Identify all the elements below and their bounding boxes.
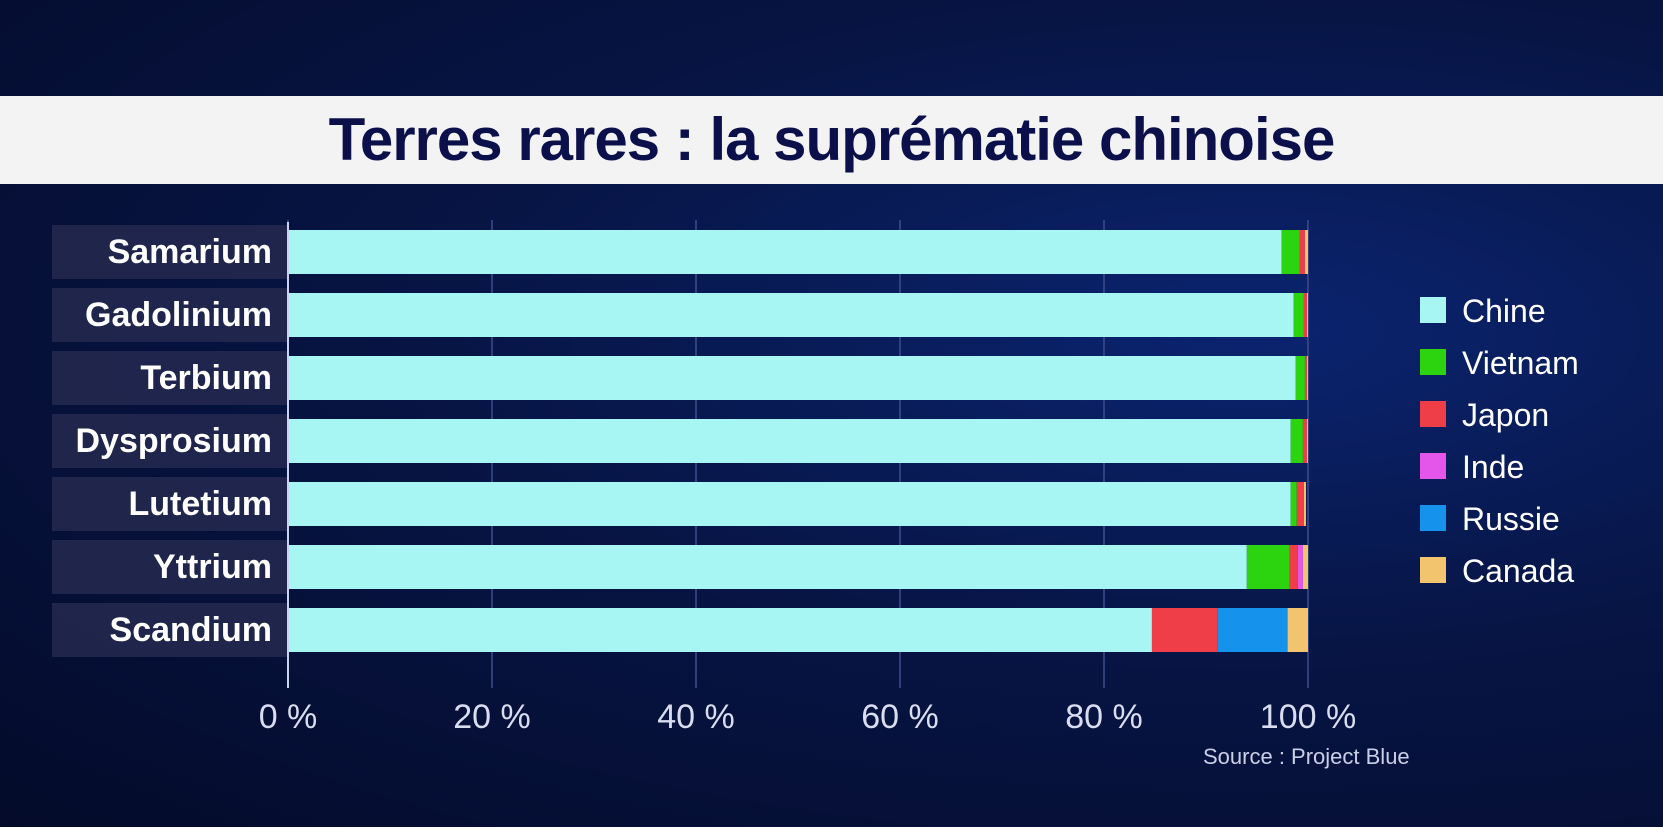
bar-vietnam xyxy=(1293,293,1304,337)
legend-label: Vietnam xyxy=(1462,345,1579,381)
legend-label: Japon xyxy=(1462,397,1549,433)
bar-vietnam xyxy=(1290,419,1303,463)
x-tick-label: 60 % xyxy=(861,698,939,736)
legend-swatch-inde xyxy=(1420,453,1446,479)
bar-chine xyxy=(288,356,1296,400)
bar-japon xyxy=(1303,293,1307,337)
bar-japon xyxy=(1296,482,1304,526)
category-label: Samarium xyxy=(108,233,272,271)
bar-canada xyxy=(1303,482,1306,526)
title-band: Terres rares : la suprématie chinoise xyxy=(0,96,1663,184)
category-label: Dysprosium xyxy=(76,422,273,460)
bar-canada xyxy=(1302,545,1308,589)
category-label: Scandium xyxy=(110,611,272,649)
x-tick-label: 0 % xyxy=(259,698,318,736)
legend-swatch-canada xyxy=(1420,557,1446,583)
legend-swatch-chine xyxy=(1420,297,1446,323)
x-tick-label: 20 % xyxy=(453,698,531,736)
x-tick-label: 40 % xyxy=(657,698,735,736)
bar-canada xyxy=(1287,608,1308,652)
x-tick-label: 100 % xyxy=(1260,698,1356,736)
bar-chine xyxy=(288,545,1247,589)
bar-chine xyxy=(288,419,1291,463)
category-label-bg xyxy=(52,414,288,468)
bar-chine xyxy=(288,608,1152,652)
legend-swatch-japon xyxy=(1420,401,1446,427)
bar-vietnam xyxy=(1246,545,1290,589)
category-label: Lutetium xyxy=(128,485,272,523)
bar-vietnam xyxy=(1290,482,1297,526)
bar-russie xyxy=(1217,608,1288,652)
bar-japon xyxy=(1299,230,1305,274)
source-note: Source : Project Blue xyxy=(1203,744,1410,769)
category-label-bg xyxy=(52,288,288,342)
category-label: Yttrium xyxy=(153,548,272,586)
legend-swatch-vietnam xyxy=(1420,349,1446,375)
bar-chine xyxy=(288,230,1282,274)
bar-chine xyxy=(288,482,1291,526)
category-label: Gadolinium xyxy=(85,296,272,334)
legend-label: Russie xyxy=(1462,501,1560,537)
legend-label: Canada xyxy=(1462,553,1574,589)
legend-swatch-russie xyxy=(1420,505,1446,531)
category-label-bg xyxy=(52,603,288,657)
bar-canada xyxy=(1304,230,1308,274)
bar-chine xyxy=(288,293,1294,337)
legend-label: Inde xyxy=(1462,449,1524,485)
bar-inde xyxy=(1297,545,1303,589)
bar-canada xyxy=(1306,293,1308,337)
bar-vietnam xyxy=(1281,230,1300,274)
bar-vietnam xyxy=(1295,356,1305,400)
bar-japon xyxy=(1304,356,1307,400)
legend-label: Chine xyxy=(1462,293,1546,329)
chart-title: Terres rares : la suprématie chinoise xyxy=(328,106,1336,173)
bar-japon xyxy=(1289,545,1298,589)
category-label-bg xyxy=(52,225,288,279)
category-label-bg xyxy=(52,477,288,531)
bar-japon xyxy=(1302,419,1307,463)
bar-canada xyxy=(1306,419,1308,463)
category-label-bg xyxy=(52,351,288,405)
bar-canada xyxy=(1306,356,1308,400)
bar-japon xyxy=(1151,608,1218,652)
category-label: Terbium xyxy=(140,359,272,397)
x-tick-label: 80 % xyxy=(1065,698,1143,736)
category-label-bg xyxy=(52,540,288,594)
